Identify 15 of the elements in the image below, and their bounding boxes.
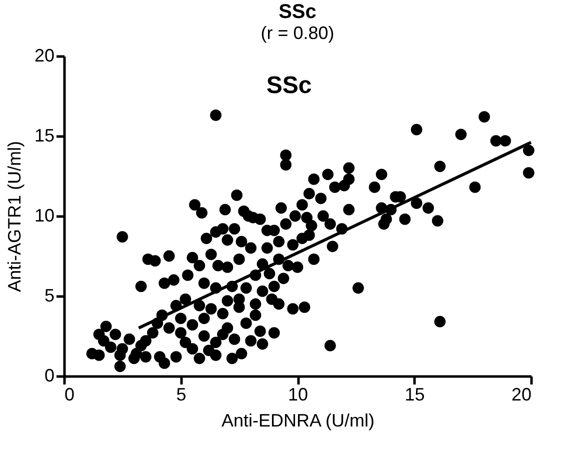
x-tick-label: 5 (176, 384, 186, 404)
y-tick-label: 0 (44, 366, 54, 386)
y-tick-label: 15 (34, 126, 54, 146)
y-tick-label: 10 (34, 206, 54, 226)
annotation: SSc (266, 72, 312, 99)
chart-subtitle: (r = 0.80) (260, 23, 334, 43)
x-tick-label: 10 (288, 384, 308, 404)
y-tick-label: 20 (34, 46, 54, 66)
x-tick-label: 0 (64, 384, 75, 404)
y-axis-title: Anti-AGTR1 (U/ml) (4, 140, 24, 292)
x-tick-label: 15 (404, 384, 425, 404)
chart-title: SSc (278, 1, 316, 23)
x-tick-label: 20 (511, 384, 532, 404)
x-axis-title: Anti-EDNRA (U/ml) (221, 410, 375, 430)
y-tick-label: 5 (44, 286, 54, 306)
